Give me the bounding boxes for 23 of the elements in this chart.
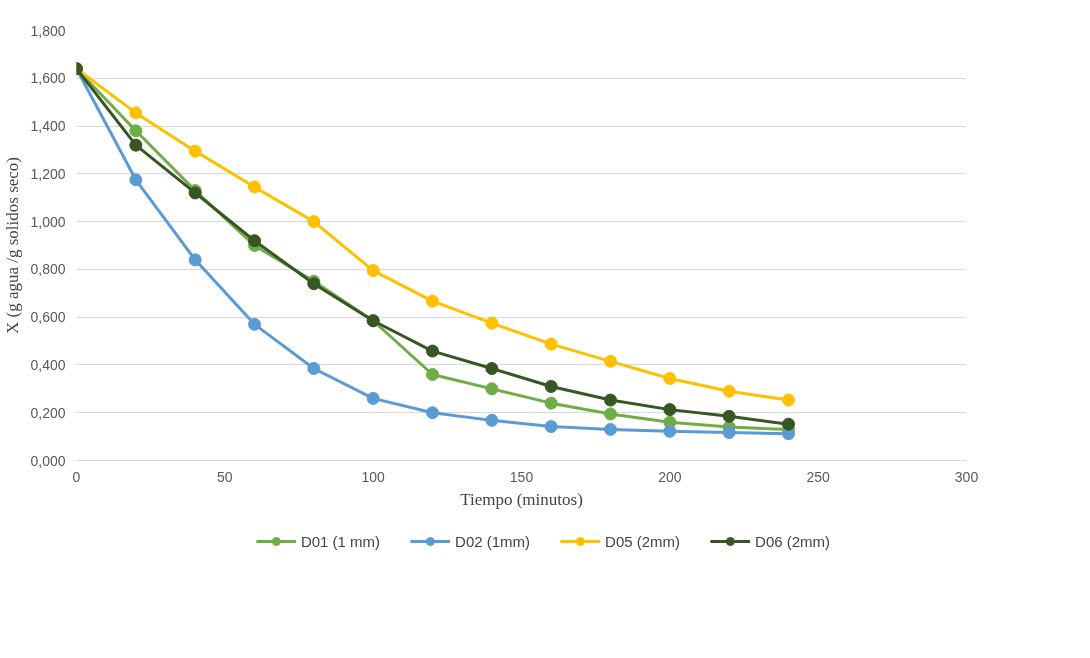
x-tick-label: 300 bbox=[954, 468, 979, 485]
x-tick-label: 50 bbox=[217, 468, 233, 485]
legend-label: D02 (1mm) bbox=[455, 532, 531, 550]
legend-label: D01 (1 mm) bbox=[300, 532, 381, 550]
legend-label: D06 (2mm) bbox=[755, 532, 831, 550]
y-tick-label: 0,200 bbox=[30, 404, 66, 421]
y-tick-label: 1,200 bbox=[30, 165, 66, 182]
legend-label: D05 (2mm) bbox=[605, 532, 681, 550]
x-tick-label: 200 bbox=[658, 468, 682, 485]
y-tick-label: 0,800 bbox=[30, 261, 66, 278]
x-tick-label: 150 bbox=[509, 468, 534, 485]
y-tick-label: 1,600 bbox=[30, 70, 66, 87]
y-tick-label: 0,000 bbox=[30, 452, 66, 469]
x-tick-label: 250 bbox=[806, 468, 831, 485]
y-axis-title: X (g agua /g solidos seco) bbox=[3, 156, 23, 335]
y-tick-label: 0,600 bbox=[30, 309, 66, 326]
x-tick-label: 0 bbox=[72, 468, 81, 485]
y-tick-label: 1,000 bbox=[30, 213, 66, 230]
y-tick-label: 1,400 bbox=[30, 118, 66, 135]
x-axis-title: Tiempo (minutos) bbox=[460, 489, 583, 509]
y-tick-label: 0,400 bbox=[30, 356, 66, 373]
y-tick-label: 1,800 bbox=[30, 22, 66, 39]
x-tick-label: 100 bbox=[361, 468, 386, 485]
